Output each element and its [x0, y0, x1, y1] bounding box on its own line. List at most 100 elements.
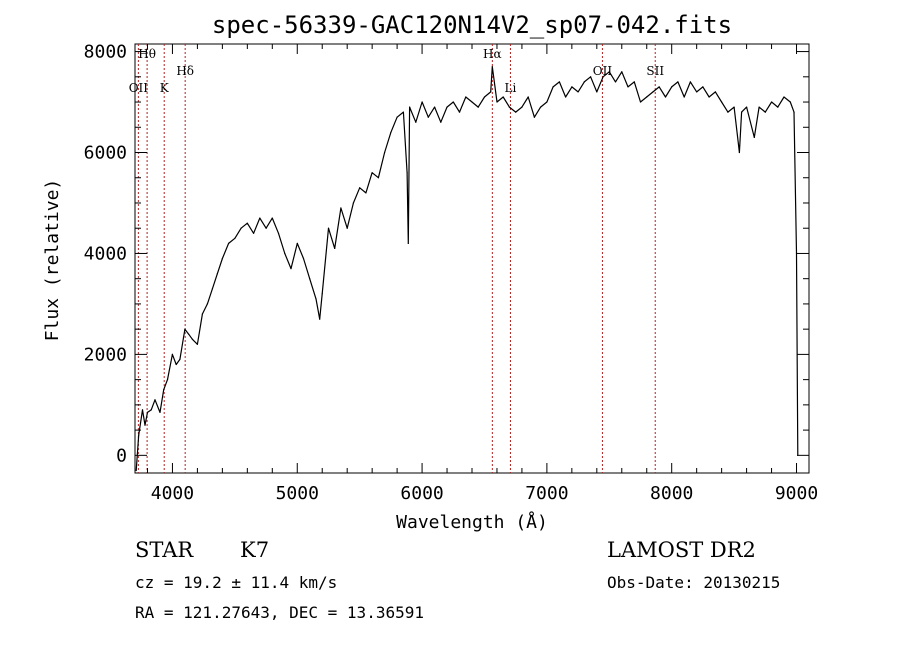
spectrum-point	[738, 151, 741, 154]
spectrum-point	[490, 91, 492, 93]
spectrum-point	[179, 358, 181, 360]
spectrum-point	[352, 202, 354, 204]
spectrum-point	[527, 96, 529, 98]
redshift-velocity: cz = 19.2 ± 11.4 km/s	[135, 573, 338, 592]
spectrum-point	[138, 434, 140, 436]
spectrum-point	[546, 101, 548, 103]
spectrum-point	[271, 217, 273, 219]
spectrum-point	[714, 91, 717, 93]
spectrum-point	[175, 363, 177, 366]
spectrum-series	[135, 66, 799, 472]
spectrum-point	[409, 106, 411, 108]
spectrum-point	[533, 116, 536, 118]
spectrum-point	[696, 91, 698, 93]
spectral-line-label: Hθ	[138, 47, 156, 61]
spectrum-point	[683, 96, 685, 98]
spectrum-point	[284, 252, 286, 255]
spectrum-point	[334, 247, 336, 249]
x-tick-label: 8000	[650, 483, 693, 504]
spectrum-point	[496, 101, 498, 103]
y-tick-label: 2000	[84, 344, 127, 365]
spectral-line-label: SII	[646, 64, 664, 78]
axis-ticks: 4000 5000 6000 7000 8000 9000 0 2000 4000 6000 800…	[84, 42, 819, 504]
y-tick-label: 4000	[84, 243, 127, 264]
spectrum-point	[596, 91, 598, 93]
spectrum-point	[163, 389, 165, 391]
y-tick-label: 6000	[84, 143, 127, 164]
spectrum-point	[452, 101, 454, 103]
spectrum-point	[627, 86, 629, 88]
spectrum-point	[789, 101, 791, 103]
spectral-line-label: Hδ	[176, 64, 194, 78]
spectrum-point	[171, 353, 173, 355]
spectrum-point	[702, 86, 704, 88]
spectrum-point	[515, 111, 517, 113]
spectral-line-label: OII	[593, 64, 613, 78]
spectrum-point	[502, 96, 504, 98]
spectral-line-label: OII	[129, 81, 149, 95]
spectral-line-label: Li	[505, 81, 517, 95]
spectrum-point	[590, 76, 592, 78]
spectrum-point	[277, 232, 280, 234]
spectrum-point	[797, 454, 799, 456]
spectrum-point	[384, 151, 386, 154]
x-tick-label: 4000	[151, 483, 194, 504]
spectrum-point	[753, 136, 755, 138]
spectrum-point	[346, 227, 348, 229]
spectrum-point	[141, 409, 144, 411]
spectrum-point	[434, 106, 436, 108]
spectrum-point	[608, 71, 610, 73]
x-axis-label: Wavelength (Å)	[396, 511, 548, 533]
spectrum-point	[359, 187, 361, 189]
spectrum-point	[727, 111, 729, 113]
spectral-line-markers: Hθ OII K Hδ Hα Li OII SII	[129, 44, 664, 473]
spectrum-point	[246, 222, 248, 224]
spectrum-point	[558, 81, 561, 83]
spectrum-point	[639, 101, 642, 103]
spectrum-point	[708, 96, 710, 98]
spectrum-point	[758, 106, 760, 108]
spectrum-point	[689, 81, 692, 83]
spectrum-point	[315, 298, 317, 300]
spectrum-point	[421, 101, 423, 103]
x-tick-label: 7000	[525, 483, 568, 504]
spectrum-point	[477, 106, 479, 108]
spectrum-point	[446, 106, 448, 108]
sky-coordinates: RA = 121.27643, DEC = 13.36591	[135, 603, 424, 622]
spectrum-point	[396, 116, 398, 118]
spectrum-point	[571, 86, 573, 88]
object-class: STAR	[135, 538, 194, 562]
spectrum-point	[483, 96, 486, 98]
spectrum-point	[407, 242, 409, 244]
spectrum-point	[746, 106, 748, 108]
x-tick-label: 9000	[775, 483, 818, 504]
spectrum-point	[154, 399, 156, 401]
spectrum-point	[721, 101, 723, 103]
spectrum-point	[206, 303, 208, 305]
spectrum-point	[733, 106, 735, 108]
spectrum-point	[253, 232, 255, 234]
spectrum-point	[135, 469, 137, 472]
spectrum-point	[240, 227, 242, 229]
survey-name: LAMOST DR2	[607, 538, 756, 562]
spectrum-point	[521, 106, 523, 108]
spectrum-point	[583, 81, 585, 83]
y-axis-label: Flux (relative)	[42, 179, 63, 342]
spectrum-point	[440, 121, 442, 123]
spectrum-point	[795, 252, 798, 255]
y-tick-label: 0	[116, 445, 127, 466]
spectrum-point	[159, 411, 161, 413]
spectrum-point	[671, 86, 673, 88]
spectrum-point	[427, 116, 429, 118]
spectrum-point	[196, 343, 198, 345]
spectrum-point	[234, 237, 236, 239]
spectrum-point	[406, 172, 408, 174]
spectrum-point	[184, 328, 186, 330]
spectrum-point	[458, 111, 461, 113]
observation-date: Obs-Date: 20130215	[607, 573, 781, 592]
spectrum-point	[777, 106, 779, 108]
spectrum-point	[309, 278, 311, 280]
spectrum-point	[646, 96, 648, 98]
spectrum-point	[565, 96, 567, 98]
spectrum-point	[471, 101, 473, 103]
